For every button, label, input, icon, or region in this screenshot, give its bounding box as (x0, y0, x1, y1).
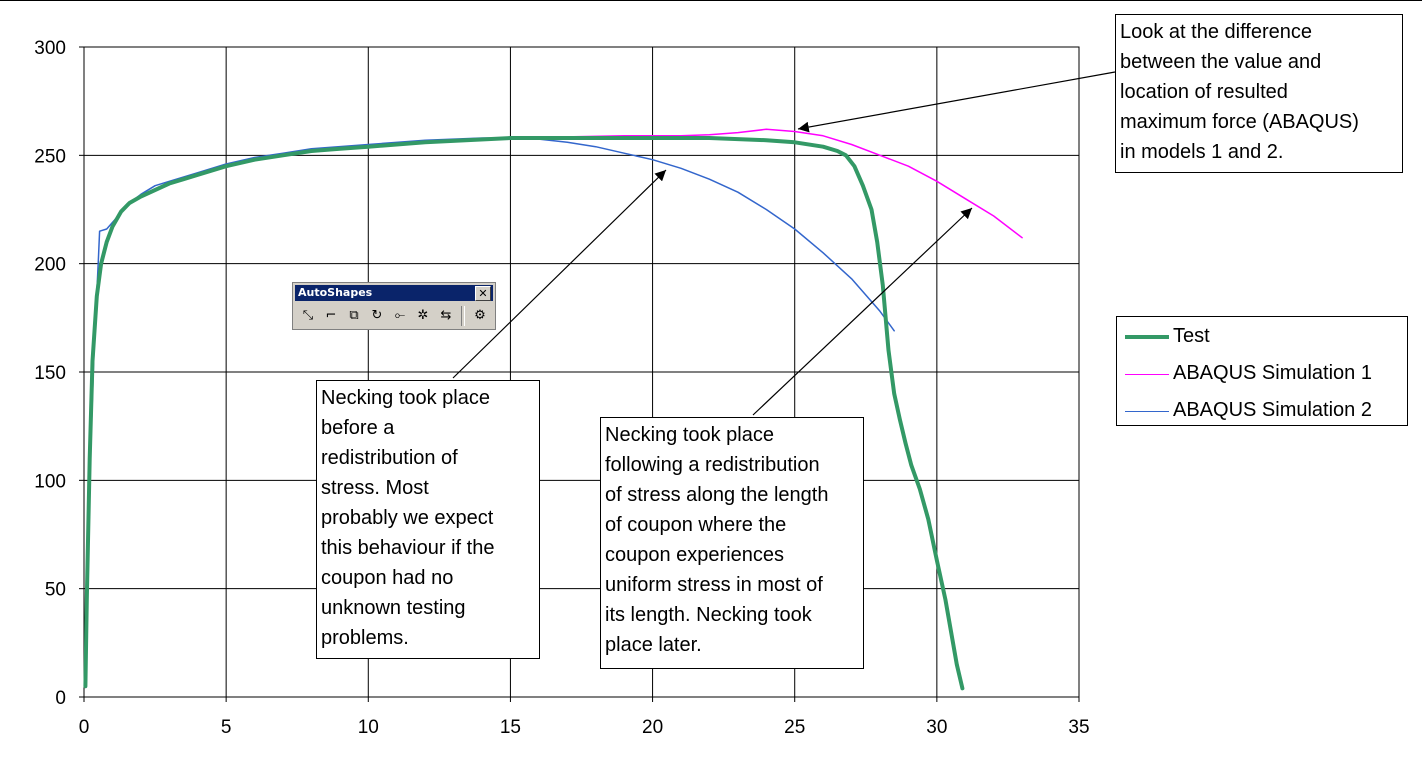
x-tick-label-5: 25 (784, 717, 805, 738)
legend-item-simulation-1: ABAQUS Simulation 1 (1117, 357, 1407, 394)
legend-label-test: Test (1173, 325, 1210, 347)
annotation-text-1: Necking took place before a redistributi… (321, 387, 495, 649)
series-line-1 (509, 128, 1023, 239)
legend-label-simulation-1: ABAQUS Simulation 1 (1173, 362, 1372, 384)
x-tick-label-6: 30 (926, 717, 947, 738)
y-tick-label-6: 300 (34, 38, 66, 59)
connector-elbow-icon[interactable]: ⌐ (325, 308, 337, 323)
y-tick-label-3: 150 (34, 363, 66, 384)
x-tick-label-2: 10 (358, 717, 379, 738)
axis-ticks: 0 50 100 150 200 250 300 0 5 10 15 20 25 30 35 (34, 38, 1089, 738)
y-tick-label-2: 100 (34, 471, 66, 492)
x-tick-label-1: 5 (221, 717, 232, 738)
annotation-arrows (452, 71, 1116, 416)
toolbar-title-bar[interactable]: AutoShapes ✕ (295, 285, 493, 301)
y-tick-label-5: 250 (34, 146, 66, 167)
toolbar-title: AutoShapes (298, 286, 373, 299)
legend-swatch-test (1125, 335, 1169, 339)
toolbar-separator (461, 306, 465, 326)
autoshapes-toolbar[interactable]: AutoShapes ✕ ⤡ ⌐ ⧉ ↻ ⟜ ✲ ⇆ ⚙ (292, 282, 496, 330)
series-line-2 (84, 137, 895, 687)
toolbar-buttons: ⤡ ⌐ ⧉ ↻ ⟜ ✲ ⇆ ⚙ (297, 305, 491, 327)
connector-curved-icon[interactable]: ↻ (371, 308, 383, 323)
y-tick-label-4: 200 (34, 255, 66, 276)
x-tick-label-4: 20 (642, 717, 663, 738)
legend-item-simulation-2: ABAQUS Simulation 2 (1117, 394, 1407, 431)
series-line-0 (83, 136, 965, 691)
y-tick-label-0: 0 (55, 688, 66, 709)
annotation-text-3: Look at the difference between the value… (1120, 21, 1359, 163)
legend-swatch-simulation-1 (1125, 374, 1169, 375)
legend-swatch-simulation-2 (1125, 411, 1169, 412)
connector-elbow-arrow-icon[interactable]: ⟜ (394, 308, 406, 323)
annotation-arrow-3 (797, 71, 1116, 133)
annotation-text-2: Necking took place following a redistrib… (605, 424, 829, 656)
annotation-arrow-2 (752, 207, 973, 416)
legend-label-simulation-2: ABAQUS Simulation 2 (1173, 399, 1372, 421)
legend-item-test: Test (1117, 320, 1407, 357)
close-icon[interactable]: ✕ (475, 286, 491, 301)
chart-legend: Test ABAQUS Simulation 1 ABAQUS Simulati… (1116, 316, 1408, 426)
x-tick-label-7: 35 (1068, 717, 1089, 738)
series-lines (83, 128, 1023, 691)
annotation-box-2: Necking took place following a redistrib… (600, 417, 864, 669)
reroute-icon[interactable]: ⧉ (349, 308, 359, 323)
annotation-box-3: Look at the difference between the value… (1115, 14, 1403, 173)
annotation-arrow-1 (452, 169, 667, 379)
toolbar-options-icon[interactable]: ⚙ (474, 308, 486, 323)
connector-star-icon[interactable]: ✲ (417, 308, 429, 323)
connector-straight-icon[interactable]: ⤡ (302, 308, 314, 323)
x-tick-label-0: 0 (79, 717, 90, 738)
x-tick-label-3: 15 (500, 717, 521, 738)
annotation-box-1: Necking took place before a redistributi… (316, 380, 540, 659)
y-tick-label-1: 50 (45, 580, 66, 601)
connector-curved-arrow-icon[interactable]: ⇆ (440, 308, 452, 323)
